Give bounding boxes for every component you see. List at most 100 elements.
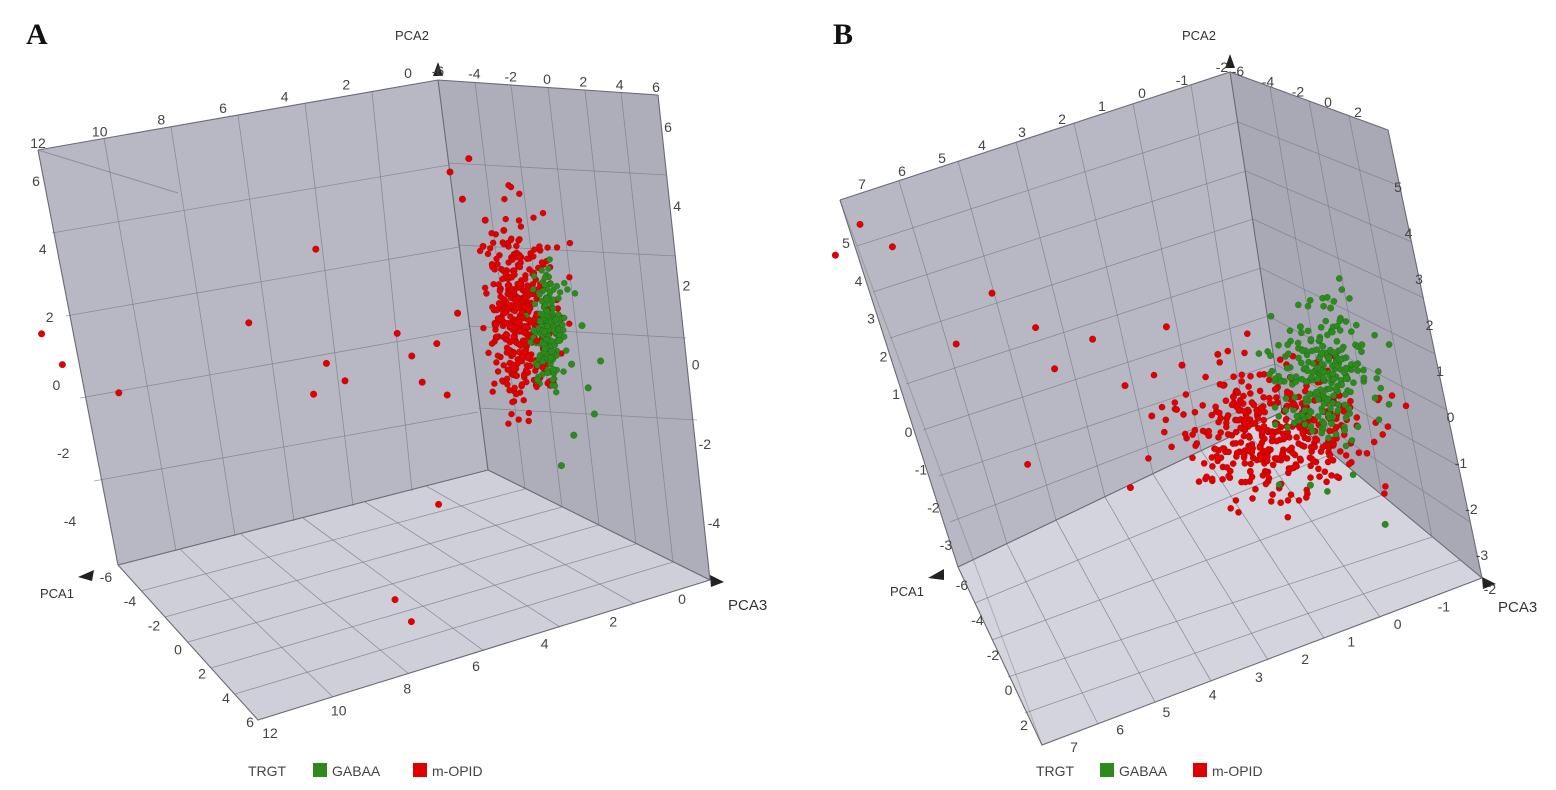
b-m-opid-point-4 — [1031, 324, 1040, 332]
b-gabaa-cluster-point-94 — [1371, 331, 1379, 339]
b-gabaa-cluster-point-168 — [1266, 370, 1273, 378]
a-mopid-front-point-24 — [539, 363, 546, 371]
a-mopid-cluster-point-126 — [505, 181, 512, 189]
b-pca2-left-tick-8: -3 — [940, 537, 953, 553]
b-mopid-front-point-36 — [1269, 433, 1276, 441]
a-mopid-cluster-point-103 — [483, 290, 490, 297]
b-gabaa-cluster-point-177 — [1347, 328, 1355, 335]
a-m-opid-point-4 — [312, 245, 320, 253]
b-mopid-front-point-16 — [1199, 427, 1207, 435]
b-mopid-cluster-point-175 — [1252, 485, 1259, 493]
a-m-opid-point-0 — [37, 330, 46, 338]
b-gabaa-cluster-point-105 — [1329, 399, 1337, 407]
a-gabaa-cluster-point-121 — [538, 267, 546, 274]
b-gabaa-cluster-point-174 — [1375, 416, 1383, 424]
b-gabaa-cluster-point-212 — [1313, 346, 1321, 354]
b-mopid-front-point-75 — [1277, 499, 1285, 507]
a-mopid-cluster-point-229 — [499, 275, 506, 283]
b-m-opid-point-9 — [1148, 412, 1156, 420]
b-mopid-cluster-point-283 — [1353, 414, 1361, 421]
b-mopid-front-point-78 — [1243, 414, 1251, 422]
a-gabaa-cluster-point-142 — [544, 369, 551, 377]
b-mopid-cluster-point-223 — [1241, 459, 1249, 467]
b-mopid-cluster-point-275 — [1295, 496, 1303, 504]
b-mopid-front-point-28 — [1295, 440, 1303, 447]
b-gabaa-cluster-point-97 — [1358, 348, 1365, 356]
b-gabaa-cluster-point-49 — [1333, 337, 1341, 345]
b-gabaa-cluster-point-147 — [1354, 367, 1362, 374]
b-gabaa-cluster-point-144 — [1385, 400, 1393, 408]
a-pca3-bottom-tick-1: 10 — [331, 703, 347, 719]
a-mopid-cluster-point-195 — [566, 320, 573, 328]
b-mopid-cluster-point-257 — [1256, 371, 1264, 378]
b-gabaa-point-3 — [1342, 374, 1350, 383]
b-gabaa-cluster-point-206 — [1325, 410, 1333, 418]
b-m-opid-point-12 — [1229, 393, 1238, 401]
a-gabaa-cluster-point-130 — [556, 288, 564, 296]
b-pca2-right-tick-8: -3 — [1476, 547, 1489, 563]
b-gabaa-cluster-point-197 — [1312, 388, 1320, 396]
b-pca2-right-tick-6: -1 — [1455, 455, 1468, 471]
b-gabaa-cluster-point-216 — [1342, 364, 1350, 372]
a-mopid-front-point-50 — [493, 321, 500, 328]
b-m-opid-point-5 — [952, 340, 960, 348]
a-pca3-bottom-tick-5: 2 — [609, 613, 617, 629]
panel-a-chart: A — [26, 18, 767, 779]
panel-a-grid — [51, 81, 698, 698]
b-gabaa-cluster-point-42 — [1301, 406, 1309, 414]
b-mopid-cluster-point-180 — [1256, 387, 1264, 395]
pca1-label-b: PCA1 — [890, 584, 924, 599]
b-mopid-cluster-point-291 — [1248, 448, 1256, 456]
b-gabaa-cluster-point-106 — [1322, 317, 1330, 325]
b-m-opid-point-6 — [1050, 365, 1059, 373]
a-mopid-cluster-point-266 — [508, 410, 515, 418]
panel-b-legend: TRGT GABAA m-OPID — [1036, 763, 1263, 779]
pca1-label-a: PCA1 — [40, 586, 74, 601]
b-pca1-top-tick-5: 2 — [1058, 111, 1066, 127]
b-pca3-top-tick-2: -2 — [1292, 84, 1305, 100]
a-m-opid-point-21 — [500, 226, 508, 235]
a-mopid-front-point-51 — [507, 349, 515, 356]
a-mopid-front-point-58 — [508, 285, 516, 293]
a-m-opid-point-5 — [322, 359, 331, 368]
a-mopid-cluster-point-139 — [526, 362, 534, 370]
b-gabaa-cluster-point-52 — [1320, 302, 1328, 310]
a-mopid-front-point-43 — [500, 361, 508, 369]
a-pca3-bottom-tick-4: 4 — [541, 636, 549, 652]
b-m-opid-point-2 — [831, 251, 840, 259]
a-mopid-cluster-point-235 — [525, 409, 533, 417]
a-m-opid-point-16 — [446, 168, 454, 176]
b-pca1-bottom-tick-4: 2 — [1020, 717, 1028, 733]
a-gabaa-cluster-point-151 — [546, 256, 553, 263]
b-mopid-front-point-44 — [1273, 455, 1281, 462]
b-pca3-bottom-tick-3: 4 — [1209, 686, 1217, 702]
a-mopid-front-point-40 — [501, 296, 509, 304]
a-mopid-cluster-point-297 — [507, 236, 515, 244]
a-mopid-front-point-53 — [521, 322, 528, 330]
b-mopid-cluster-point-224 — [1240, 392, 1247, 400]
b-gabaa-cluster-point-6 — [1348, 436, 1356, 444]
b-gabaa-cluster-point-84 — [1306, 296, 1314, 304]
b-pca2-right-tick-2: 3 — [1415, 271, 1423, 287]
a-pca2-left-tick-5: -4 — [64, 513, 77, 529]
a-gabaa-point-8 — [557, 462, 566, 470]
panel-b-pca3-top-ticks: -6 -4 -2 0 2 — [1232, 63, 1362, 120]
b-mopid-cluster-point-319 — [1329, 456, 1337, 464]
b-mopid-cluster-point-17 — [1238, 371, 1246, 379]
b-mopid-cluster-point-100 — [1224, 411, 1232, 419]
b-gabaa-cluster-point-205 — [1302, 395, 1310, 402]
b-gabaa-cluster-point-220 — [1342, 391, 1349, 398]
b-mopid-cluster-point-157 — [1247, 372, 1254, 380]
a-gabaa-cluster-point-53 — [561, 279, 568, 287]
a-m-opid-point-7 — [341, 377, 349, 385]
b-mopid-front-point-72 — [1326, 452, 1334, 459]
a-m-opid-point-22 — [510, 271, 518, 279]
b-mopid-front-point-70 — [1225, 472, 1233, 480]
b-gabaa-cluster-point-229 — [1341, 401, 1349, 409]
b-mopid-front-point-32 — [1284, 496, 1292, 504]
b-gabaa-point-0 — [1296, 323, 1305, 331]
b-gabaa-point-8 — [1381, 520, 1389, 529]
b-gabaa-cluster-point-119 — [1354, 423, 1362, 431]
b-pca3-top-tick-4: 2 — [1354, 104, 1362, 120]
